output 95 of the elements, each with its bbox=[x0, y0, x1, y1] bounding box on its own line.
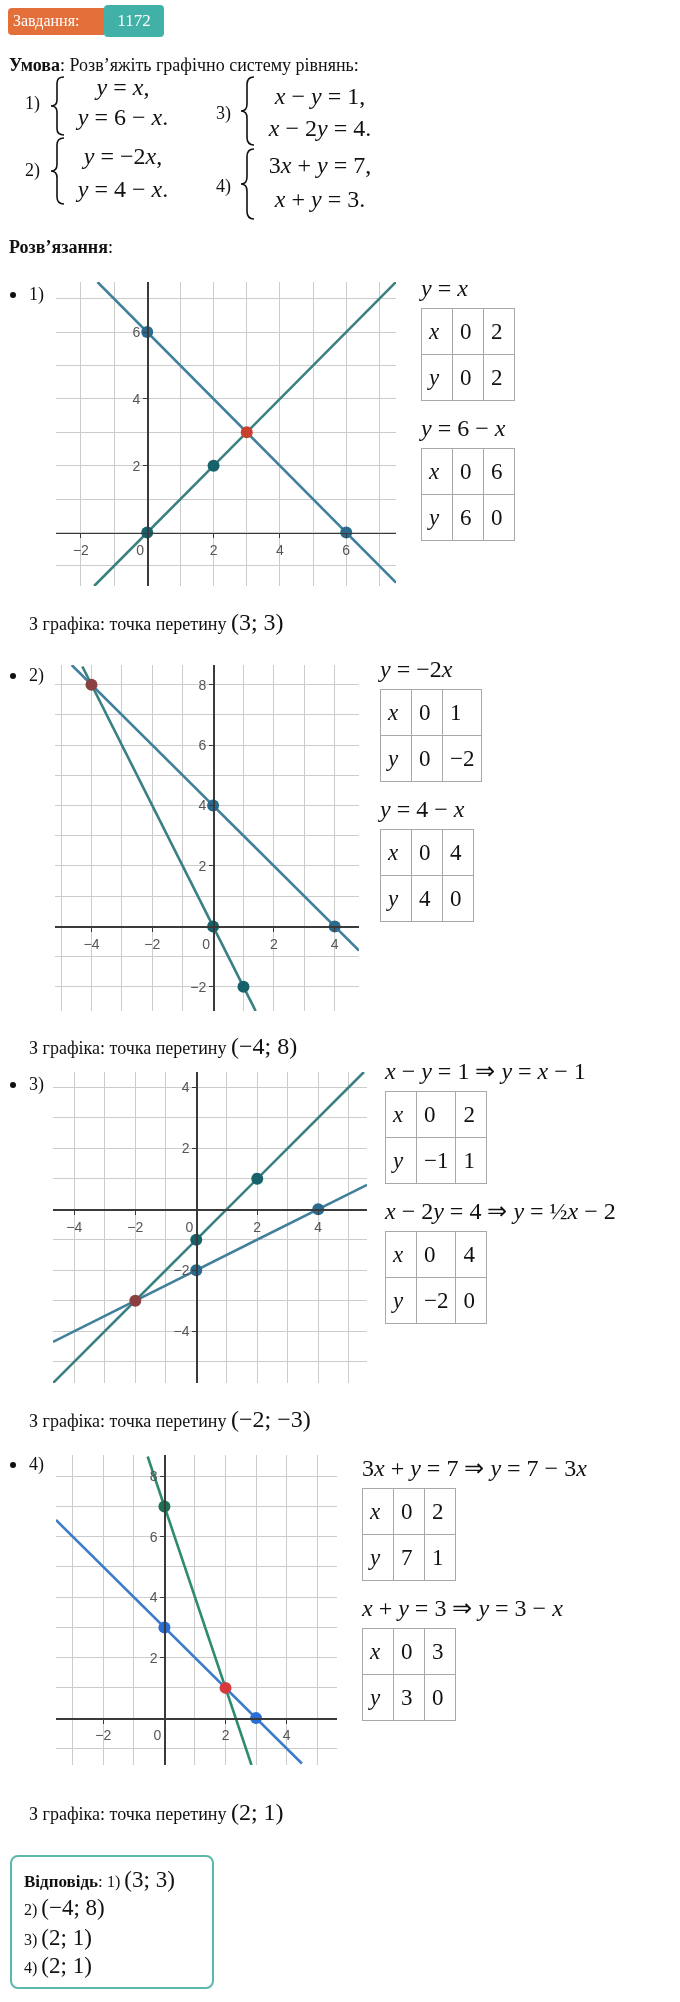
x-tick-label: 4 bbox=[314, 1218, 323, 1235]
text: Умова bbox=[9, 55, 61, 76]
text: 1) bbox=[107, 1873, 121, 1891]
y-tick-label: 6 bbox=[149, 1528, 158, 1545]
text: 3) bbox=[216, 103, 231, 124]
text: 4) bbox=[24, 1959, 38, 1977]
text: 2) bbox=[25, 160, 40, 181]
x-tick-label: 0 bbox=[185, 1218, 194, 1235]
y-tick-label: 6 bbox=[198, 736, 207, 753]
text: 3x + y = 7, bbox=[268, 151, 372, 178]
y-tick-label: 4 bbox=[149, 1589, 158, 1606]
x-tick-label: −2 bbox=[95, 1727, 112, 1744]
x-tick-label: 6 bbox=[342, 541, 351, 558]
x-tick-label: −4 bbox=[66, 1218, 83, 1235]
text: З графіка: точка перетину bbox=[29, 613, 227, 634]
text: : Розв’яжіть графічно систему рівнянь: bbox=[60, 55, 359, 76]
point bbox=[219, 1681, 232, 1694]
x-tick-label: 2 bbox=[221, 1727, 230, 1744]
text: : bbox=[98, 1872, 103, 1892]
x-tick-label: 4 bbox=[330, 935, 339, 952]
text: (−2; −3) bbox=[230, 1405, 311, 1432]
chart-title: 2) bbox=[29, 665, 44, 686]
y-tick-label: −2 bbox=[173, 1262, 190, 1279]
text: Відповідь bbox=[24, 1872, 99, 1892]
text: y = 6 − x. bbox=[77, 103, 169, 130]
x-tick-label: 0 bbox=[153, 1727, 162, 1744]
text: З графіка: точка перетину bbox=[29, 1803, 227, 1824]
x-tick-label: 4 bbox=[282, 1727, 291, 1744]
text: y = 6 − x bbox=[421, 415, 507, 441]
y-tick-label: 8 bbox=[198, 676, 207, 693]
text: 3x + y = 7 ⇒ y = 7 − 3x bbox=[362, 1455, 587, 1481]
text: x − 2y = 4. bbox=[268, 114, 372, 141]
text: y = 4 − x. bbox=[77, 175, 169, 202]
text: 4) bbox=[216, 176, 231, 197]
chart-title: 4) bbox=[29, 1454, 44, 1475]
text: x + y = 3 ⇒ y = 3 − x bbox=[362, 1595, 564, 1621]
y-tick-label: 2 bbox=[181, 1140, 190, 1157]
y-tick-label: 2 bbox=[132, 457, 141, 474]
text: x − y = 1 ⇒ y = x − 1 bbox=[385, 1058, 587, 1084]
text: (−4; 8) bbox=[41, 1895, 105, 1921]
x-tick-label: 0 bbox=[136, 541, 145, 558]
table: x 0 2 y 0 2 bbox=[421, 308, 515, 401]
text: Розв’язання bbox=[9, 237, 108, 258]
point bbox=[85, 678, 98, 691]
x-tick-label: 2 bbox=[209, 541, 218, 558]
text: y = −2x bbox=[380, 656, 454, 682]
table: x 0 4 y −2 0 bbox=[385, 1231, 488, 1324]
y-tick-label: −2 bbox=[190, 978, 207, 995]
text: З графіка: точка перетину bbox=[29, 1037, 227, 1058]
text: y = x, bbox=[96, 73, 150, 100]
x-tick-label: 2 bbox=[253, 1218, 262, 1235]
x-tick-label: 0 bbox=[202, 935, 211, 952]
y-tick-label: −4 bbox=[173, 1323, 190, 1340]
chart-title: 1) bbox=[29, 284, 44, 305]
x-tick-label: −2 bbox=[72, 541, 90, 558]
table: x 0 4 y 4 0 bbox=[380, 829, 474, 922]
text: y = x bbox=[421, 275, 469, 301]
table: x 0 2 y 7 1 bbox=[362, 1488, 456, 1581]
table: x 0 3 y 3 0 bbox=[362, 1628, 456, 1721]
text: y = −2x, bbox=[83, 142, 163, 169]
text: : bbox=[107, 237, 113, 258]
text: 1172 bbox=[117, 10, 151, 30]
text: З графіка: точка перетину bbox=[29, 1410, 227, 1431]
text: (2; 1) bbox=[41, 1925, 92, 1951]
text: x − 2y = 4 ⇒ y = ½x − 2 bbox=[385, 1198, 616, 1224]
x-tick-label: −4 bbox=[83, 935, 100, 952]
x-tick-label: 4 bbox=[276, 541, 284, 558]
text: Завдання: bbox=[13, 12, 80, 30]
table: x 0 2 y −1 1 bbox=[385, 1091, 488, 1184]
table: x 0 1 y 0 −2 bbox=[380, 689, 483, 782]
y-tick-label: 2 bbox=[198, 857, 207, 874]
text: y = 4 − x bbox=[380, 796, 466, 822]
text: 1) bbox=[25, 93, 40, 114]
text: (−4; 8) bbox=[230, 1032, 298, 1059]
text: (3; 3) bbox=[124, 1867, 175, 1893]
table: x 0 6 y 6 0 bbox=[421, 448, 515, 541]
chart-title: 3) bbox=[29, 1074, 44, 1095]
y-tick-label: 4 bbox=[198, 797, 207, 814]
text: (3; 3) bbox=[230, 608, 284, 635]
text: x − y = 1, bbox=[274, 82, 366, 109]
point bbox=[237, 980, 250, 993]
text: 2) bbox=[24, 1901, 38, 1919]
y-tick-label: 4 bbox=[181, 1079, 190, 1096]
y-tick-label: 6 bbox=[132, 324, 141, 341]
y-tick-label: 4 bbox=[132, 390, 141, 407]
point bbox=[207, 459, 220, 472]
text: x + y = 3. bbox=[274, 185, 366, 212]
point bbox=[251, 1172, 264, 1185]
y-tick-label: 2 bbox=[149, 1649, 158, 1666]
point bbox=[129, 1294, 142, 1307]
text: (2; 1) bbox=[41, 1953, 92, 1979]
x-tick-label: 2 bbox=[269, 935, 278, 952]
point bbox=[240, 426, 253, 439]
text: (2; 1) bbox=[230, 1798, 284, 1825]
text: 3) bbox=[24, 1931, 38, 1949]
